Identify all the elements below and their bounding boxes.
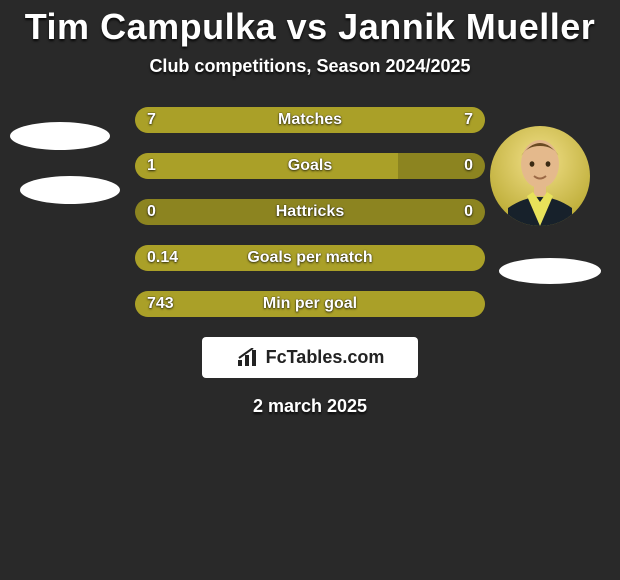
avatar-photo-icon — [490, 126, 590, 226]
stat-label: Goals per match — [135, 245, 485, 271]
placeholder-ellipse — [10, 122, 110, 150]
page: Tim Campulka vs Jannik Mueller Club comp… — [0, 0, 620, 580]
stat-label: Matches — [135, 107, 485, 133]
date-label: 2 march 2025 — [0, 396, 620, 417]
stat-value-right: 7 — [464, 107, 473, 133]
stat-row: 7Matches7 — [135, 107, 485, 133]
fctables-badge[interactable]: FcTables.com — [202, 337, 418, 378]
stat-label: Goals — [135, 153, 485, 179]
fctables-label: FcTables.com — [266, 347, 385, 368]
stat-row: 1Goals0 — [135, 153, 485, 179]
stat-row: 0Hattricks0 — [135, 199, 485, 225]
bar-chart-icon — [236, 348, 260, 368]
stat-value-right: 0 — [464, 199, 473, 225]
placeholder-ellipse — [20, 176, 120, 204]
player-right-avatar — [490, 126, 590, 226]
page-title: Tim Campulka vs Jannik Mueller — [0, 6, 620, 48]
page-subtitle: Club competitions, Season 2024/2025 — [0, 56, 620, 77]
stats-list: 7Matches71Goals00Hattricks00.14Goals per… — [135, 107, 485, 317]
stat-value-right: 0 — [464, 153, 473, 179]
stat-row: 743Min per goal — [135, 291, 485, 317]
stat-label: Min per goal — [135, 291, 485, 317]
stat-row: 0.14Goals per match — [135, 245, 485, 271]
placeholder-ellipse — [499, 258, 601, 284]
stat-label: Hattricks — [135, 199, 485, 225]
